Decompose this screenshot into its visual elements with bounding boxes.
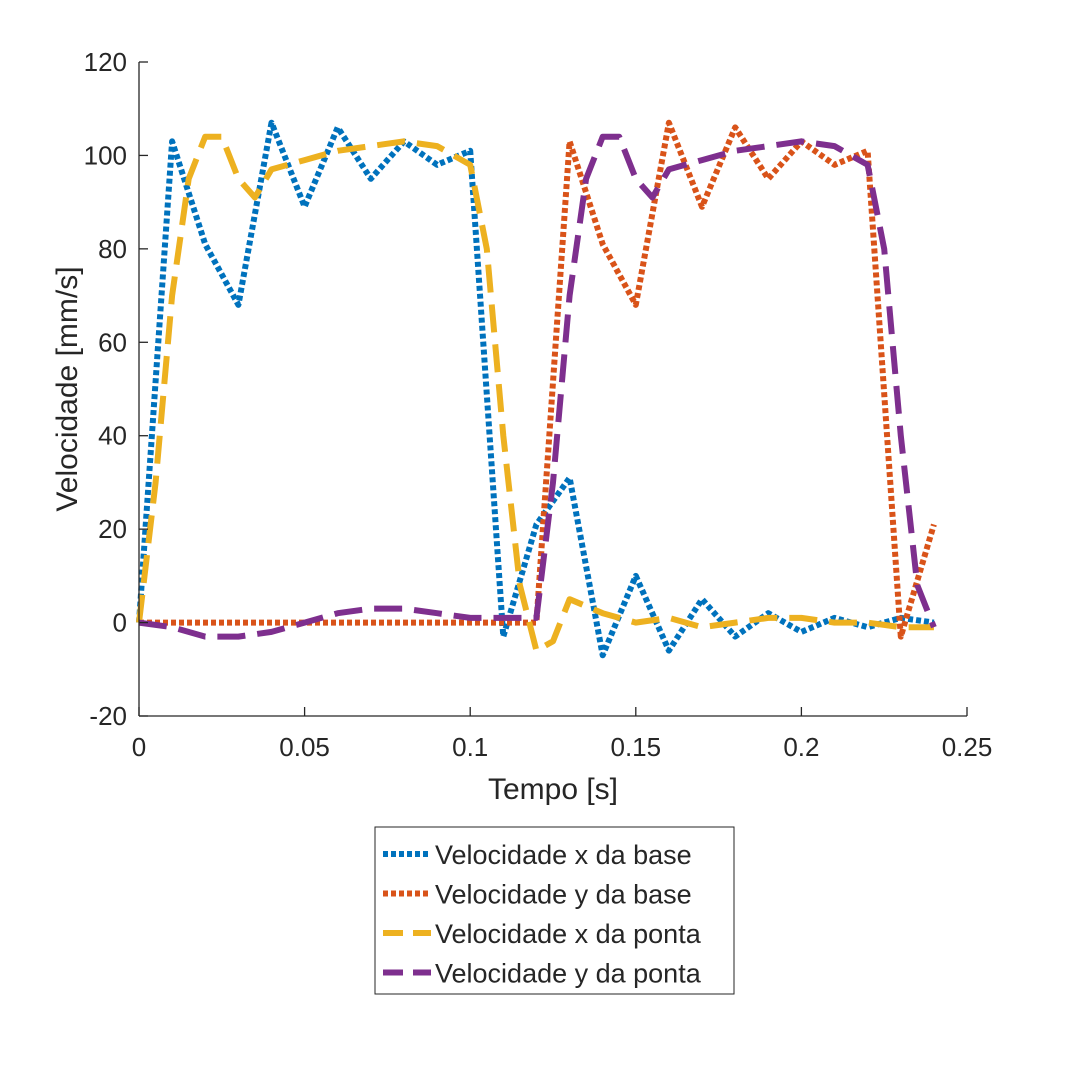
x-tick-label: 0.05 [279,732,330,762]
x-tick-label: 0.25 [942,732,993,762]
series-line-3 [136,133,934,654]
x-tick-label: 0 [132,732,146,762]
y-tick-label: 100 [84,140,127,170]
y-tick-label: 120 [84,47,127,77]
legend-label-4: Velocidade y da ponta [435,959,702,989]
x-tick-label: 0.2 [783,732,819,762]
series-line-4 [138,133,937,640]
series-line-2 [139,119,937,640]
series-line-1 [136,119,935,659]
x-axis-label: Tempo [s] [488,773,618,806]
x-tick-label: 0.15 [610,732,661,762]
x-tick-label: 0.1 [452,732,488,762]
y-tick-label: 40 [98,421,127,451]
legend-box [374,826,735,995]
y-axis-label: Velocidade [mm/s] [51,266,84,511]
legend-label-1: Velocidade x da base [435,840,692,870]
legend-label-3: Velocidade x da ponta [435,919,702,949]
legend: Velocidade x da base Velocidade y da base… [374,826,735,995]
plot-series-layer [136,119,937,659]
y-tick-label: 0 [113,608,127,638]
y-tick-label: 20 [98,514,127,544]
legend-label-2: Velocidade y da base [435,880,692,910]
y-tick-label: -20 [89,701,127,731]
y-tick-label: 60 [98,327,127,357]
y-tick-label: 80 [98,234,127,264]
